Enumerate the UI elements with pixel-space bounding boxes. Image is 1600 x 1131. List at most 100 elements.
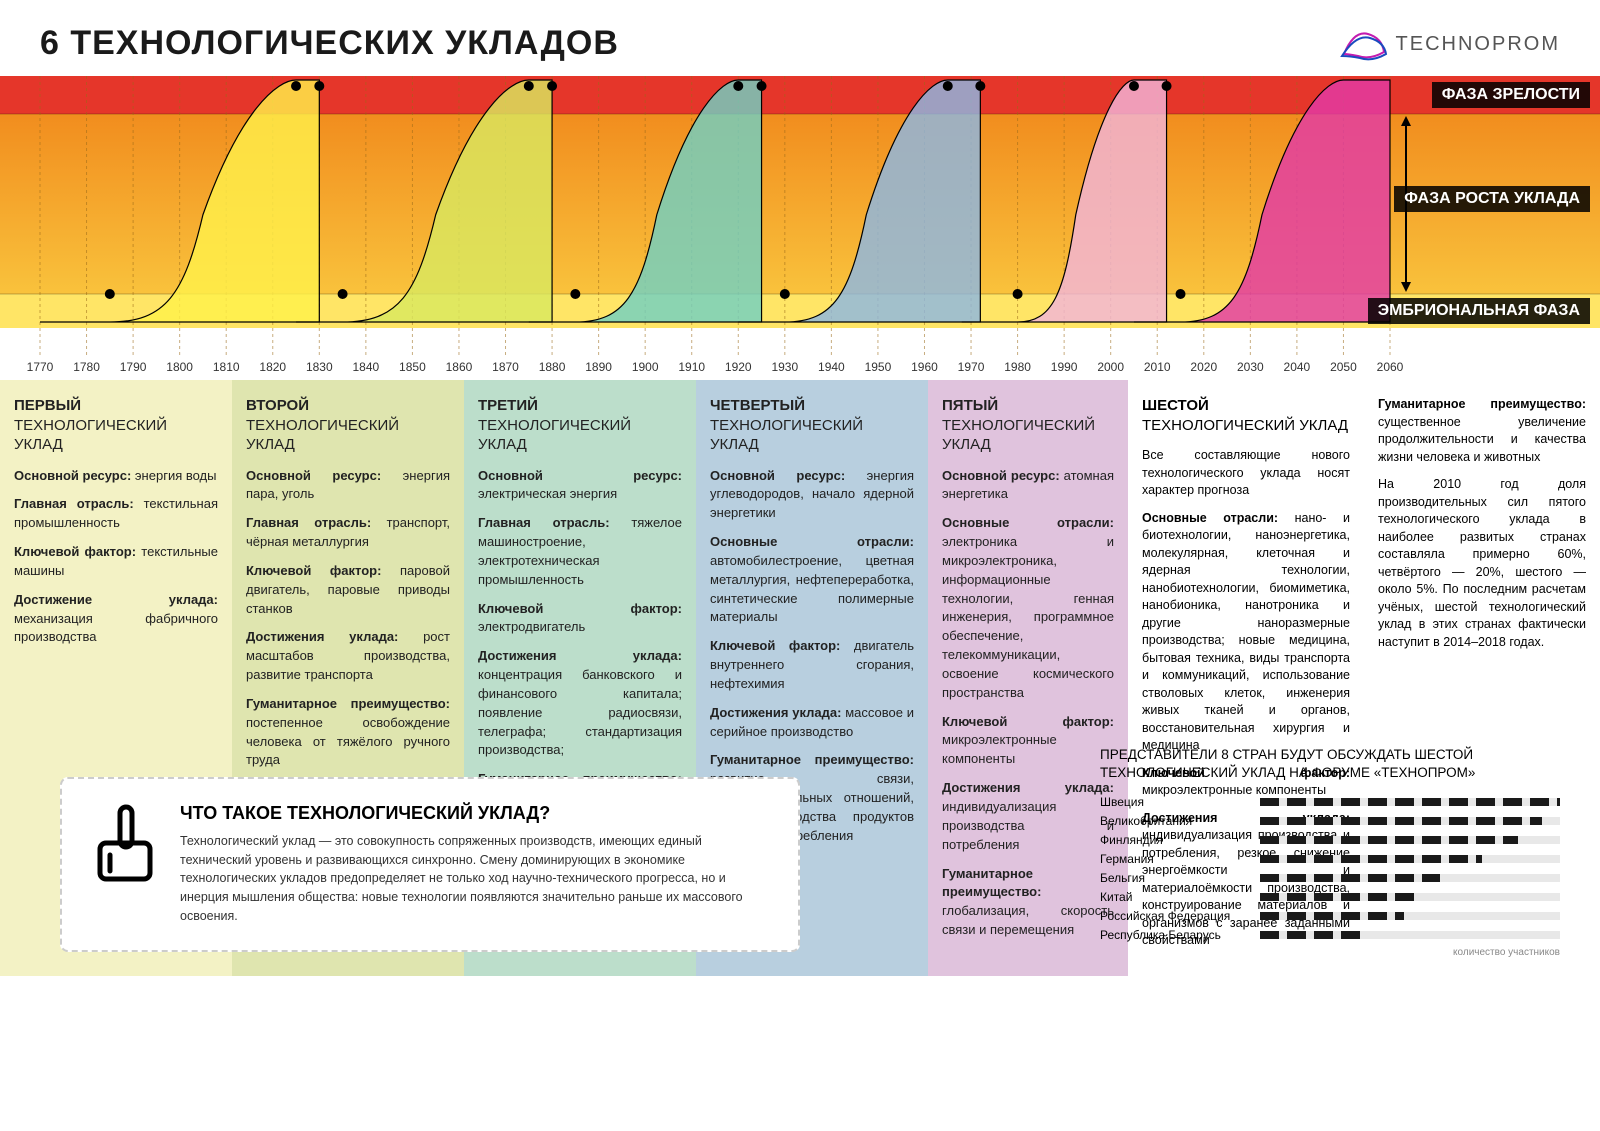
year-tick: 2060 <box>1377 360 1404 374</box>
column-title: ПЕРВЫЙТЕХНОЛОГИЧЕСКИЙ УКЛАД <box>14 396 218 455</box>
year-tick: 1980 <box>1004 360 1031 374</box>
country-bar <box>1260 817 1560 825</box>
year-tick: 1820 <box>259 360 286 374</box>
column-field: Ключевой фактор: двигатель внутреннего с… <box>710 637 914 694</box>
pointing-hand-icon <box>90 803 160 883</box>
country-name: Швеция <box>1100 795 1250 809</box>
logo: TECHNOPROM <box>1340 24 1560 64</box>
countries-note: количество участников <box>1100 947 1560 958</box>
column-field: Ключевой фактор: электродвигатель <box>478 600 682 638</box>
country-name: Финляндия <box>1100 833 1250 847</box>
country-row: Великобритания <box>1100 812 1560 831</box>
column-field: Достижение уклада: механизация фабричног… <box>14 591 218 648</box>
country-bar <box>1260 874 1560 882</box>
column-field: Ключевой фактор: микроэлектронные компон… <box>942 713 1114 770</box>
country-row: Республика Беларусь <box>1100 926 1560 945</box>
column-field: Гуманитарное преимущество: глобализация,… <box>942 865 1114 940</box>
year-tick: 1960 <box>911 360 938 374</box>
year-tick: 1840 <box>353 360 380 374</box>
info-card: ЧТО ТАКОЕ ТЕХНОЛОГИЧЕСКИЙ УКЛАД? Техноло… <box>60 777 800 952</box>
country-row: Российская Федерация <box>1100 907 1560 926</box>
countries-block: ПРЕДСТАВИТЕЛИ 8 СТРАН БУДУТ ОБСУЖДАТЬ ШЕ… <box>1100 746 1560 957</box>
countries-title: ПРЕДСТАВИТЕЛИ 8 СТРАН БУДУТ ОБСУЖДАТЬ ШЕ… <box>1100 746 1560 782</box>
column-field: Основные отрасли: электроника и микроэле… <box>942 514 1114 702</box>
year-tick: 1810 <box>213 360 240 374</box>
year-tick: 1770 <box>27 360 54 374</box>
logo-text: TECHNOPROM <box>1396 33 1560 56</box>
column-title: ТРЕТИЙТЕХНОЛОГИЧЕСКИЙ УКЛАД <box>478 396 682 455</box>
waves-chart: ФАЗА ЗРЕЛОСТИ ФАЗА РОСТА УКЛАДА ЭМБРИОНА… <box>0 76 1600 356</box>
year-tick: 1940 <box>818 360 845 374</box>
year-tick: 1920 <box>725 360 752 374</box>
year-tick: 1990 <box>1051 360 1078 374</box>
column-field: Ключевой фактор: текстильные машины <box>14 543 218 581</box>
phase-maturity-label: ФАЗА ЗРЕЛОСТИ <box>1432 82 1590 108</box>
year-axis: 1770 1780 1790 1800 1810 1820 1830 1840 1850 1860… <box>0 360 1600 380</box>
country-bar <box>1260 912 1560 920</box>
phase-growth-label: ФАЗА РОСТА УКЛАДА <box>1394 186 1590 212</box>
column-field: Основной ресурс: атомная энергетика <box>942 467 1114 505</box>
country-name: Китай <box>1100 890 1250 904</box>
column-field: Все составляющие нового технологического… <box>1142 447 1350 500</box>
country-row: Швеция <box>1100 793 1560 812</box>
year-tick: 1830 <box>306 360 333 374</box>
column-field: Основной ресурс: энергия воды <box>14 467 218 486</box>
column-field: Главная отрасль: транспорт, чёрная метал… <box>246 514 450 552</box>
country-name: Республика Беларусь <box>1100 928 1250 942</box>
info-card-text: Технологический уклад — это совокупность… <box>180 832 770 926</box>
column-field: Основной ресурс: энергия углеводородов, … <box>710 467 914 524</box>
year-tick: 1950 <box>865 360 892 374</box>
year-tick: 1790 <box>120 360 147 374</box>
column-field: Основной ресурс: электрическая энергия <box>478 467 682 505</box>
year-tick: 1860 <box>446 360 473 374</box>
column-title: ШЕСТОЙ ТЕХНОЛОГИЧЕСКИЙ УКЛАД <box>1142 396 1350 435</box>
column-footnote: На 2010 год доля производительных сил пя… <box>1378 476 1586 651</box>
year-tick: 2050 <box>1330 360 1357 374</box>
page-title: 6 ТЕХНОЛОГИЧЕСКИХ УКЛАДОВ <box>40 24 619 63</box>
year-tick: 1780 <box>73 360 100 374</box>
header: 6 ТЕХНОЛОГИЧЕСКИХ УКЛАДОВ TECHNOPROM <box>0 0 1600 76</box>
country-bar <box>1260 836 1560 844</box>
year-tick: 1880 <box>539 360 566 374</box>
country-bar <box>1260 798 1560 806</box>
column-field: Ключевой фактор: паровой двигатель, паро… <box>246 562 450 619</box>
country-name: Российская Федерация <box>1100 909 1250 923</box>
wave-column: ПЯТЫЙТЕХНОЛОГИЧЕСКИЙ УКЛАД Основной ресур… <box>928 380 1128 976</box>
year-tick: 2010 <box>1144 360 1171 374</box>
country-name: Бельгия <box>1100 871 1250 885</box>
column-title: ВТОРОЙТЕХНОЛОГИЧЕСКИЙ УКЛАД <box>246 396 450 455</box>
column-field: Достижения уклада: индивидуализация прои… <box>942 779 1114 854</box>
country-row: Финляндия <box>1100 831 1560 850</box>
year-tick: 1800 <box>166 360 193 374</box>
country-name: Германия <box>1100 852 1250 866</box>
year-tick: 2020 <box>1190 360 1217 374</box>
country-row: Китай <box>1100 888 1560 907</box>
column-field: Достижения уклада: массовое и серийное п… <box>710 704 914 742</box>
column-field: Основной ресурс: энергия пара, уголь <box>246 467 450 505</box>
year-tick: 1930 <box>771 360 798 374</box>
year-tick: 1970 <box>958 360 985 374</box>
year-tick: 1870 <box>492 360 519 374</box>
column-field: Достижения уклада: рост масштабов произв… <box>246 628 450 685</box>
year-tick: 2030 <box>1237 360 1264 374</box>
year-tick: 1910 <box>678 360 705 374</box>
column-field: Основные отрасли: нано- и биотехнологии,… <box>1142 510 1350 755</box>
country-bar <box>1260 855 1560 863</box>
column-title: ЧЕТВЕРТЫЙТЕХНОЛОГИЧЕСКИЙ УКЛАД <box>710 396 914 455</box>
year-tick: 2000 <box>1097 360 1124 374</box>
year-tick: 1890 <box>585 360 612 374</box>
year-tick: 2040 <box>1284 360 1311 374</box>
phase-embryo-label: ЭМБРИОНАЛЬНАЯ ФАЗА <box>1368 298 1590 324</box>
country-row: Бельгия <box>1100 869 1560 888</box>
column-field: Главная отрасль: тяжелое машиностроение,… <box>478 514 682 589</box>
country-row: Германия <box>1100 850 1560 869</box>
column-field: Гуманитарное преимущество: существенное … <box>1378 396 1586 466</box>
year-tick: 1850 <box>399 360 426 374</box>
column-field: Основные отрасли: автомобилестроение, цв… <box>710 533 914 627</box>
country-bar <box>1260 893 1560 901</box>
column-title: ПЯТЫЙТЕХНОЛОГИЧЕСКИЙ УКЛАД <box>942 396 1114 455</box>
country-bar <box>1260 931 1560 939</box>
logo-icon <box>1340 24 1388 64</box>
column-field: Гуманитарное преимущество: постепенное о… <box>246 695 450 770</box>
column-field: Главная отрасль: текстильная промышленно… <box>14 495 218 533</box>
